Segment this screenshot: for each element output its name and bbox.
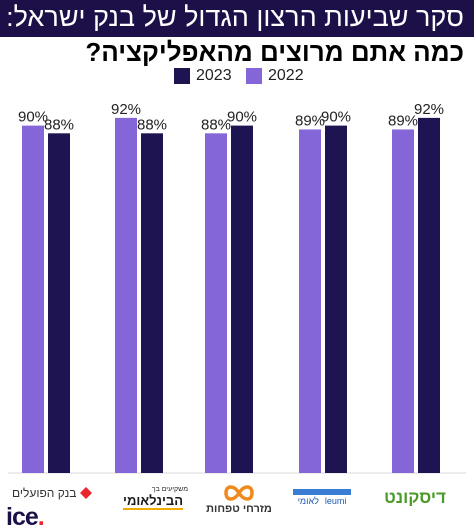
chart-title: סקר שביעות הרצון הגדול של בנק ישראל: <box>6 2 464 32</box>
ice-logo: ice. <box>6 503 45 532</box>
logo-mizrahi-text: מזרחי טפחות <box>206 503 272 515</box>
bar-2022-3 <box>115 117 137 473</box>
bar-label-2023-1: 90% <box>321 109 351 126</box>
bar-label-2022-1: 89% <box>295 112 325 129</box>
bar-2022-1 <box>299 129 321 473</box>
bar-2023-1 <box>325 125 347 473</box>
logo-discount: דיסקונט <box>384 486 446 510</box>
legend-item-2023: 2023 <box>174 66 232 86</box>
logo-leumi-en: leumi <box>324 495 347 506</box>
bar-label-2023-3: 88% <box>137 116 167 133</box>
logo-beinleumi-small: משקיעים בך <box>151 486 188 493</box>
logo-mizrahi: מזרחי טפחות <box>206 480 272 518</box>
logo-beinleumi: משקיעים בך הבינלאומי <box>118 484 188 512</box>
mizrahi-infinity-icon <box>224 485 254 501</box>
bars-group: 89%92%89%90%88%90%92%88%90%88% <box>18 101 444 473</box>
chart-subtitle: כמה אתם מרוצים מהאפליקציה? <box>85 37 464 67</box>
logo-beinleumi-text: הבינלאומי <box>123 493 183 510</box>
bar-label-2023-0: 92% <box>414 101 444 118</box>
bar-label-2022-4: 90% <box>18 109 48 126</box>
legend-label-2023: 2023 <box>196 67 232 84</box>
legend-swatch-2022 <box>246 68 262 84</box>
bar-label-2022-3: 92% <box>111 101 141 118</box>
bar-2022-4 <box>22 125 44 473</box>
bank-logos-row: דיסקונט לאומי leumi מזרחי טפחות משקיעים … <box>0 478 474 532</box>
bar-2023-2 <box>231 125 253 473</box>
leumi-stripe-icon <box>293 488 351 495</box>
bar-2023-0 <box>418 117 440 473</box>
legend-swatch-2023 <box>174 68 190 84</box>
bar-label-2022-2: 88% <box>201 116 231 133</box>
ice-logo-dot: . <box>37 503 45 531</box>
logo-hapoalim-text: בנק הפועלים <box>12 486 77 500</box>
legend-item-2022: 2022 <box>246 66 304 86</box>
logo-hapoalim: בנק הפועלים <box>12 486 93 500</box>
bar-label-2023-2: 90% <box>227 109 257 126</box>
ice-logo-text: ice <box>6 503 39 531</box>
hapoalim-diamond-icon <box>80 487 93 499</box>
bar-label-2023-4: 88% <box>44 116 74 133</box>
bar-2023-3 <box>141 133 163 473</box>
bar-2022-0 <box>392 129 414 473</box>
bar-label-2022-0: 89% <box>388 112 418 129</box>
title-band <box>0 0 474 37</box>
bar-2022-2 <box>205 133 227 473</box>
logo-leumi-text: לאומי <box>297 495 319 506</box>
logo-discount-text: דיסקונט <box>384 488 446 507</box>
chart-legend: 2023 2022 <box>0 66 474 86</box>
bar-2023-4 <box>48 133 70 473</box>
legend-label-2022: 2022 <box>268 67 304 84</box>
logo-leumi: לאומי leumi <box>292 484 352 510</box>
